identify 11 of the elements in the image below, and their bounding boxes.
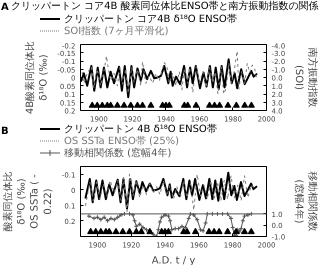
y2-axis-title: 移動相関係数 (窓幅4年) — [293, 172, 318, 232]
text: OS SSTa ENSO帯 (25%) — [64, 136, 180, 147]
text: B — [1, 125, 9, 139]
y2-axis-title: 南方振動指数 (SOI) — [293, 48, 318, 108]
legend-label: クリッパートン コア4B δ¹⁸O ENSO帯 — [64, 14, 237, 25]
legend-label: 移動相関係数 (窓幅4年) — [64, 148, 172, 159]
legend-label: SOI指数 (7ヶ月平滑化) — [64, 26, 169, 37]
y-axis-title: 酸素同位体比 δ¹⁸O (‰) OS SSTa ( - 0.22) — [2, 172, 54, 232]
text: クリッパートン 4B δ¹⁸O ENSO帯 — [64, 124, 217, 135]
chart-title: クリッパートン コア4B 酸素同位体比ENSO帯と南方振動指数の関係 — [11, 1, 319, 12]
text: A — [1, 1, 9, 15]
